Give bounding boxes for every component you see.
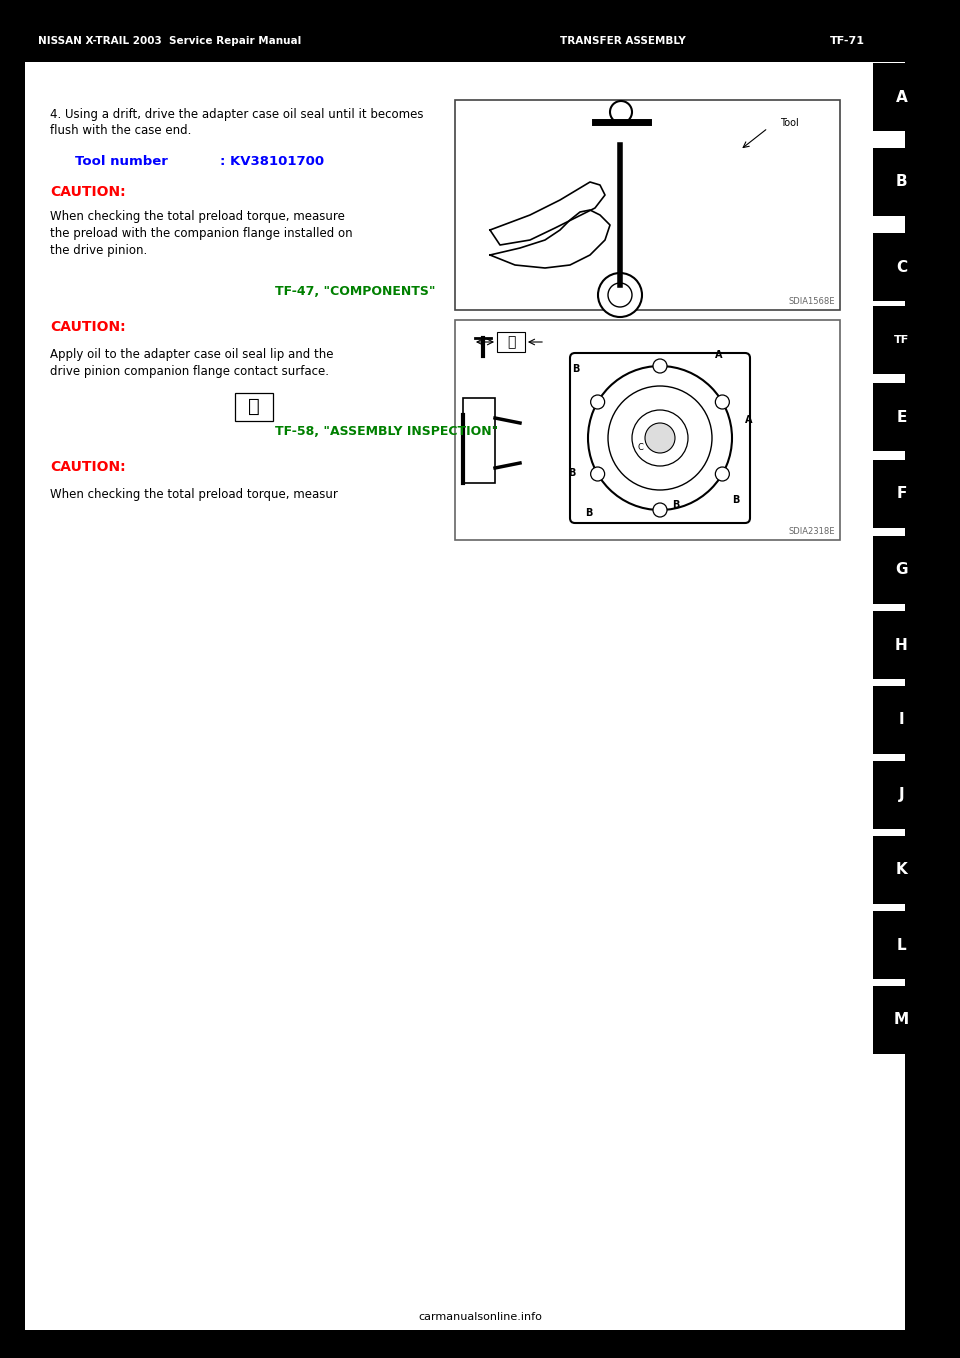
Text: B: B xyxy=(732,496,739,505)
Text: TF-58, "ASSEMBLY INSPECTION": TF-58, "ASSEMBLY INSPECTION" xyxy=(275,425,498,439)
Text: J: J xyxy=(899,788,904,803)
Text: L: L xyxy=(897,937,906,952)
Text: SDIA2318E: SDIA2318E xyxy=(788,527,835,536)
Text: NISSAN X-TRAIL 2003  Service Repair Manual: NISSAN X-TRAIL 2003 Service Repair Manua… xyxy=(38,37,301,46)
Circle shape xyxy=(653,359,667,373)
Circle shape xyxy=(715,395,730,409)
Circle shape xyxy=(715,467,730,481)
Bar xyxy=(455,320,840,540)
Text: CAUTION:: CAUTION: xyxy=(50,460,126,474)
Text: drive pinion companion flange contact surface.: drive pinion companion flange contact su… xyxy=(50,365,329,378)
Text: : KV38101700: : KV38101700 xyxy=(220,155,324,168)
Text: Tool number: Tool number xyxy=(75,155,168,168)
Text: 4. Using a drift, drive the adapter case oil seal until it becomes: 4. Using a drift, drive the adapter case… xyxy=(50,109,423,121)
Text: C: C xyxy=(896,259,907,274)
Bar xyxy=(873,760,930,828)
Text: A: A xyxy=(715,350,723,360)
Text: Apply oil to the adapter case oil seal lip and the: Apply oil to the adapter case oil seal l… xyxy=(50,348,333,361)
Circle shape xyxy=(590,395,605,409)
Text: E: E xyxy=(897,410,906,425)
Bar xyxy=(463,398,495,483)
Text: A: A xyxy=(745,416,753,425)
Bar xyxy=(873,686,930,754)
Bar xyxy=(235,392,273,421)
Bar xyxy=(873,62,930,130)
Bar xyxy=(455,100,840,310)
Text: I: I xyxy=(899,713,904,728)
Text: K: K xyxy=(896,862,907,877)
Circle shape xyxy=(653,502,667,517)
Circle shape xyxy=(608,282,632,307)
Text: B: B xyxy=(896,174,907,190)
Bar xyxy=(873,611,930,679)
Text: M: M xyxy=(894,1013,909,1028)
Text: the drive pinion.: the drive pinion. xyxy=(50,244,147,257)
Text: F: F xyxy=(897,486,906,501)
FancyBboxPatch shape xyxy=(570,353,750,523)
Text: carmanualsonline.info: carmanualsonline.info xyxy=(418,1312,542,1321)
Circle shape xyxy=(645,422,675,454)
Text: CAUTION:: CAUTION: xyxy=(50,185,126,200)
Text: B: B xyxy=(672,500,680,511)
Bar xyxy=(873,306,930,373)
Text: TRANSFER ASSEMBLY: TRANSFER ASSEMBLY xyxy=(560,37,685,46)
Circle shape xyxy=(610,100,632,124)
Text: C: C xyxy=(638,443,644,452)
Text: B: B xyxy=(585,508,592,517)
Bar xyxy=(873,986,930,1054)
Bar xyxy=(873,911,930,979)
Bar xyxy=(873,383,930,451)
Bar xyxy=(873,536,930,604)
Circle shape xyxy=(598,273,642,316)
Bar xyxy=(873,460,930,528)
Text: ℓ: ℓ xyxy=(248,398,260,416)
Bar xyxy=(873,234,930,301)
Text: G: G xyxy=(896,562,908,577)
Bar xyxy=(873,837,930,904)
Text: ℓ: ℓ xyxy=(507,335,516,349)
Bar xyxy=(873,148,930,216)
Bar xyxy=(497,331,525,352)
Text: SDIA1568E: SDIA1568E xyxy=(788,297,835,306)
Text: TF: TF xyxy=(894,335,909,345)
Text: B: B xyxy=(568,469,575,478)
Bar xyxy=(25,20,905,62)
Text: B: B xyxy=(572,364,580,373)
Text: CAUTION:: CAUTION: xyxy=(50,320,126,334)
Text: flush with the case end.: flush with the case end. xyxy=(50,124,191,137)
Text: When checking the total preload torque, measur: When checking the total preload torque, … xyxy=(50,488,338,501)
Text: the preload with the companion flange installed on: the preload with the companion flange in… xyxy=(50,227,352,240)
Text: When checking the total preload torque, measure: When checking the total preload torque, … xyxy=(50,210,345,223)
Text: A: A xyxy=(896,90,907,105)
Text: TF-47, "COMPONENTS": TF-47, "COMPONENTS" xyxy=(275,285,436,297)
Text: TF-71: TF-71 xyxy=(830,37,865,46)
Text: H: H xyxy=(895,637,908,652)
Text: Tool: Tool xyxy=(780,118,799,128)
Circle shape xyxy=(590,467,605,481)
